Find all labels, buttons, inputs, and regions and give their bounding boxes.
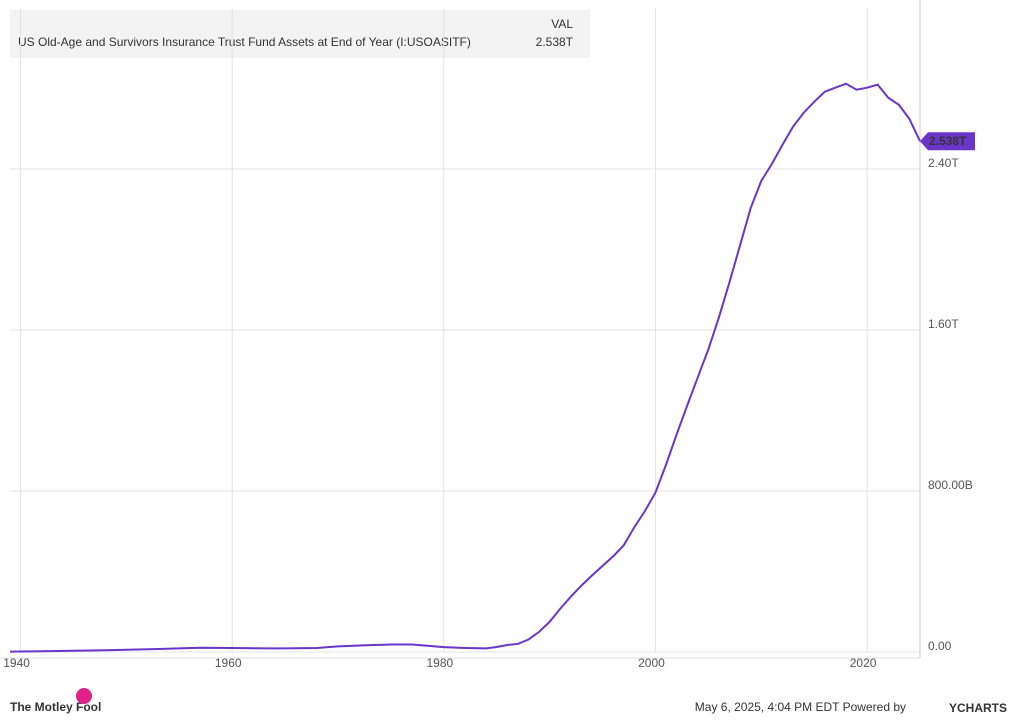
brand: The Motley Fool <box>10 700 101 714</box>
x-tick-label: 2000 <box>638 656 665 670</box>
legend-value: 2.538T <box>536 35 574 49</box>
y-tick-label: 2.40T <box>928 156 959 170</box>
end-value-tag <box>920 132 975 151</box>
legend-box <box>10 10 590 58</box>
legend-header: VAL <box>551 17 573 31</box>
legend-series-name: US Old-Age and Survivors Insurance Trust… <box>18 35 471 49</box>
x-tick-label: 1940 <box>3 656 30 670</box>
y-tick-label: 800.00B <box>928 478 973 492</box>
y-tick-label: 1.60T <box>928 317 959 331</box>
data-line <box>9 82 921 653</box>
x-tick-label: 1960 <box>215 656 242 670</box>
brand-logo <box>76 688 92 704</box>
plot-area <box>10 8 920 653</box>
x-tick-label: 1980 <box>426 656 453 670</box>
end-value-label: 2.538T <box>929 134 967 148</box>
provider: YCHARTS <box>949 701 1007 715</box>
y-tick-label: 0.00 <box>928 639 952 653</box>
timestamp: May 6, 2025, 4:04 PM EDT Powered by <box>695 700 906 714</box>
x-tick-label: 2020 <box>850 656 877 670</box>
